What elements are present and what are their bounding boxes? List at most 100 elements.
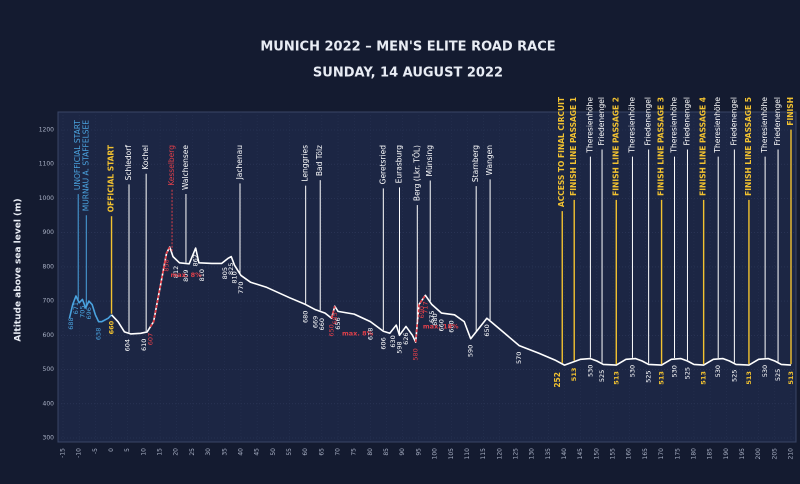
place-label: FINISH LINE PASSAGE 3 <box>657 97 666 196</box>
elevation-label: 525 <box>774 369 782 381</box>
climb-highlight <box>414 294 427 343</box>
elevation-label: 530 <box>671 365 679 377</box>
x-tick-label: 65 <box>318 448 325 456</box>
profile-line <box>110 246 792 366</box>
elevation-label: 690 <box>418 306 426 318</box>
elevation-label: 671 <box>72 302 80 314</box>
place-label: Friedenengel <box>682 97 691 146</box>
place-label: Friedenengel <box>773 97 782 146</box>
place-label: Theresienhöhe <box>585 97 594 154</box>
plot-area <box>57 111 797 443</box>
x-tick-label: 0 <box>108 448 115 452</box>
place-label: ACCESS TO FINAL CIRCUIT <box>557 96 566 207</box>
y-tick-label: 800 <box>43 263 55 270</box>
x-tick-label: 170 <box>658 448 665 460</box>
elevation-label: 530 <box>628 365 636 377</box>
elevation-label: 525 <box>730 370 738 382</box>
gradient-label: max. 8% <box>171 271 203 279</box>
place-label: MURNAU A. STAFFELSEE <box>81 120 90 211</box>
x-tick-label: 45 <box>254 448 261 456</box>
elevation-label: 630 <box>389 335 397 347</box>
x-tick-label: 95 <box>415 448 422 456</box>
x-tick-label: 145 <box>577 448 584 460</box>
x-tick-label: 85 <box>383 448 390 456</box>
y-tick-label: 1100 <box>39 161 54 168</box>
x-tick-label: 100 <box>432 448 439 460</box>
place-label: FINISH LINE PASSAGE 4 <box>699 97 708 196</box>
x-tick-label: 35 <box>221 448 228 456</box>
elevation-label: 675 <box>428 311 436 323</box>
x-tick-label: 75 <box>351 448 358 456</box>
elevation-label: 525 <box>683 367 691 379</box>
elevation-label: 656 <box>334 317 342 329</box>
place-label: Theresienhöhe <box>627 97 636 154</box>
place-label: Münsing <box>425 145 434 177</box>
chart-title: MUNICH 2022 – MEN'S ELITE ROAD RACE <box>260 40 555 55</box>
elevation-label: 513 <box>570 368 578 382</box>
place-label: Jachenau <box>235 145 244 181</box>
elevation-label: 530 <box>714 365 722 377</box>
elevation-label: 660 <box>447 320 455 332</box>
elevation-label: 610 <box>140 339 148 351</box>
profile-line <box>68 295 113 323</box>
x-tick-label: 185 <box>707 448 714 460</box>
place-label: Eurasburg <box>394 145 403 184</box>
x-tick-label: -10 <box>76 448 83 458</box>
elevation-label: 809 <box>182 269 190 281</box>
elevation-label: 858 <box>163 259 171 271</box>
elevation-label: 513 <box>787 371 795 385</box>
place-label: Berg (Lkr. TÖL) <box>412 145 421 201</box>
elevation-label: 669 <box>311 316 319 328</box>
x-tick-label: 135 <box>545 448 552 460</box>
elevation-label: 810 <box>198 269 206 281</box>
y-tick-label: 900 <box>43 229 55 236</box>
gradient-label: max. 18% <box>423 323 459 331</box>
y-tick-label: 700 <box>43 298 55 305</box>
place-label: FINISH LINE PASSAGE 1 <box>569 97 578 196</box>
elevation-label: 688 <box>67 317 75 329</box>
x-tick-label: 160 <box>626 448 633 460</box>
elevation-label: 810 <box>230 271 238 283</box>
y-tick-label: 600 <box>43 332 55 339</box>
x-tick-label: 15 <box>157 448 164 456</box>
elevation-label: 862 <box>192 254 200 266</box>
gradient-label: max. 8% <box>342 329 374 337</box>
place-label: Starnberg <box>471 145 480 182</box>
place-label: OFFICIAL START <box>107 144 116 212</box>
place-label: UNOFFICIAL START <box>73 120 82 191</box>
chart-subtitle: SUNDAY, 14 AUGUST 2022 <box>313 66 503 81</box>
x-tick-label: 125 <box>512 448 519 460</box>
elevation-label: 525 <box>598 370 606 382</box>
elevation-label: 770 <box>237 281 245 293</box>
place-label: Bad Tölz <box>315 145 324 176</box>
x-tick-label: -5 <box>92 448 99 454</box>
x-tick-label: 50 <box>270 448 277 456</box>
elevation-label: 513 <box>700 371 708 385</box>
y-tick-label: 300 <box>43 435 55 442</box>
x-tick-label: 120 <box>496 448 503 460</box>
x-tick-label: 200 <box>755 448 762 460</box>
x-tick-label: 210 <box>788 448 795 460</box>
elevation-label: 660 <box>318 318 326 330</box>
elevation-label: 570 <box>515 352 523 364</box>
x-tick-label: 90 <box>399 448 406 456</box>
x-tick-label: 105 <box>448 448 455 460</box>
elevation-label: 530 <box>586 365 594 377</box>
x-tick-label: 190 <box>723 448 730 460</box>
elevation-label: 680 <box>302 311 310 323</box>
elevation-label: 660 <box>438 319 446 331</box>
place-label: Kesselberg <box>167 145 176 186</box>
x-tick-label: 195 <box>739 448 746 460</box>
x-tick-label: 165 <box>642 448 649 460</box>
y-tick-label: 1000 <box>39 195 54 202</box>
x-tick-label: 70 <box>335 448 342 456</box>
place-label: Schledorf <box>124 145 133 181</box>
x-tick-label: 20 <box>173 448 180 456</box>
x-tick-label: 175 <box>674 448 681 460</box>
x-tick-label: 150 <box>593 448 600 460</box>
elevation-label: 626 <box>402 332 410 344</box>
place-label: Friedenengel <box>597 97 606 146</box>
x-tick-label: 130 <box>529 448 536 460</box>
place-label: FINISH LINE PASSAGE 2 <box>611 97 620 196</box>
